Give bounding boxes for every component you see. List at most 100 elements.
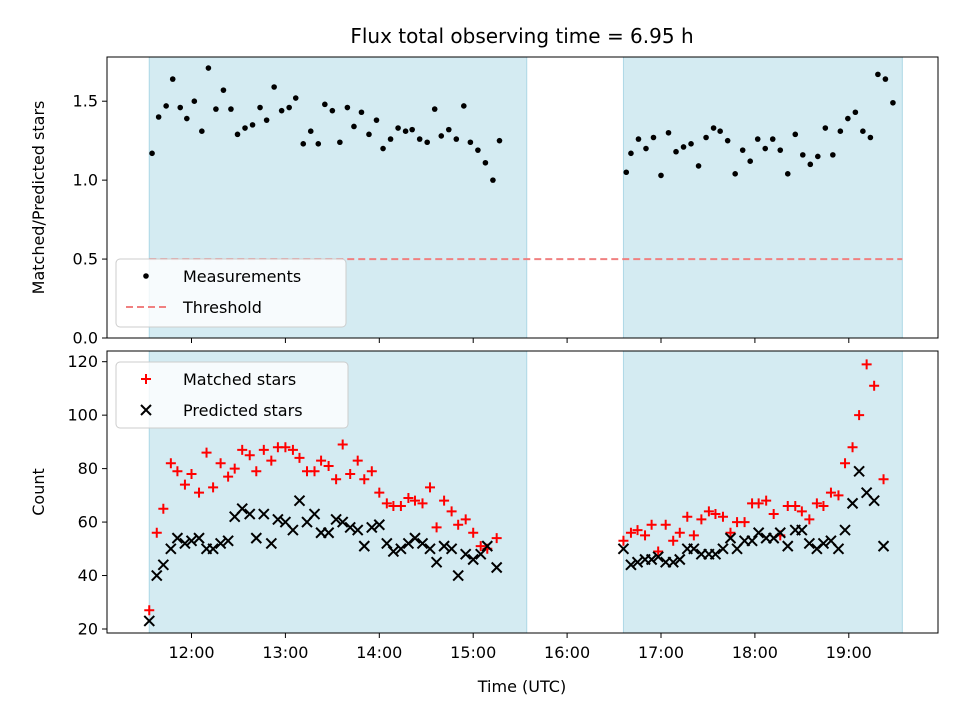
predicted-point <box>344 521 356 534</box>
measurement-point <box>754 136 761 142</box>
matched-point <box>825 487 836 498</box>
measurement-point <box>822 125 829 131</box>
measurement-point <box>199 128 205 134</box>
matched-point <box>653 546 664 557</box>
measurement-point <box>830 152 836 158</box>
predicted-point <box>803 537 816 550</box>
measurement-point <box>860 128 866 134</box>
matched-point <box>796 506 807 517</box>
measurement-point <box>807 161 814 168</box>
matched-point <box>646 519 657 530</box>
measurement-point <box>717 128 723 134</box>
matched-point <box>632 525 643 536</box>
measurement-point <box>792 131 799 138</box>
x-tick-label: 13:00 <box>262 643 308 662</box>
y-tick-label: 0.0 <box>73 329 98 348</box>
observing-window-2 <box>623 57 903 338</box>
predicted-point <box>724 532 737 544</box>
measurement-point <box>890 99 896 106</box>
predicted-point <box>193 532 205 544</box>
legend-marker-measurements <box>143 273 149 279</box>
predicted-point <box>366 521 378 534</box>
matched-point <box>491 533 502 544</box>
predicted-point <box>293 494 306 507</box>
predicted-point <box>352 524 364 536</box>
measurement-point <box>292 95 299 101</box>
bottom-legend: Matched stars Predicted stars <box>115 361 349 429</box>
measurement-point <box>431 106 438 112</box>
predicted-point <box>381 537 393 550</box>
measurement-point <box>424 139 430 146</box>
predicted-point <box>250 532 263 544</box>
matched-point <box>668 535 679 546</box>
predicted-point <box>258 508 270 520</box>
matched-point <box>431 522 442 533</box>
matched-point <box>381 498 392 509</box>
matched-point <box>366 466 377 477</box>
matched-point <box>215 458 226 469</box>
predicted-point <box>452 569 464 582</box>
matched-point <box>425 482 436 493</box>
measurement-point <box>882 76 889 82</box>
measurement-point <box>163 103 169 109</box>
predicted-point <box>236 502 248 515</box>
predicted-point <box>752 527 765 539</box>
matched-point <box>761 495 772 506</box>
top-panel: 0.0 0.5 1.0 1.5 Matched/Predicted stars Measu… <box>29 56 939 348</box>
legend-label: Matched stars <box>183 370 296 389</box>
x-tick-label: 12:00 <box>168 643 214 662</box>
matched-point <box>847 442 858 453</box>
matched-point <box>201 447 212 458</box>
predicted-point <box>475 548 487 560</box>
matched-point <box>811 498 822 509</box>
measurement-point <box>650 134 657 141</box>
matched-point <box>244 450 255 461</box>
predicted-point <box>853 465 865 477</box>
predicted-point <box>287 524 299 536</box>
matched-point <box>753 498 764 509</box>
measurement-point <box>366 131 372 138</box>
matched-point <box>309 466 320 477</box>
measurement-point <box>680 144 687 150</box>
measurement-point <box>643 145 649 152</box>
measurement-point <box>467 139 474 146</box>
matched-point <box>237 444 248 455</box>
predicted-point <box>373 519 386 531</box>
measurement-point <box>234 131 241 138</box>
legend-label: Predicted stars <box>183 401 303 420</box>
matched-point <box>717 511 728 522</box>
predicted-point <box>839 524 851 536</box>
matched-point <box>725 527 736 538</box>
measurement-point <box>837 128 844 134</box>
matched-point <box>475 541 486 552</box>
matched-point <box>869 380 880 391</box>
top-legend: Measurements Threshold <box>115 258 347 328</box>
measurement-point <box>461 103 467 109</box>
matched-point <box>287 444 298 455</box>
matched-point <box>861 359 872 370</box>
y-tick-label: 100 <box>67 406 98 425</box>
x-axis-label: Time (UTC) <box>477 677 566 696</box>
measurement-point <box>496 137 503 144</box>
measurement-point <box>149 150 155 157</box>
matched-point <box>229 463 240 474</box>
matched-point <box>345 468 356 479</box>
measurement-point <box>263 117 270 123</box>
predicted-point <box>467 553 479 566</box>
measurement-point <box>344 104 351 111</box>
measurement-point <box>623 169 630 176</box>
measurement-point <box>220 87 227 93</box>
x-tick-label: 17:00 <box>638 643 684 662</box>
predicted-point <box>481 540 493 552</box>
x-tick-label: 15:00 <box>450 643 496 662</box>
matched-point <box>172 466 183 477</box>
measurement-point <box>482 159 489 166</box>
predicted-point <box>265 537 278 550</box>
legend-marker-predicted <box>140 404 152 416</box>
predicted-point <box>322 527 335 539</box>
predicted-point <box>709 548 722 560</box>
measurement-point <box>337 139 343 146</box>
predicted-point <box>222 535 234 547</box>
predicted-point <box>846 497 859 510</box>
